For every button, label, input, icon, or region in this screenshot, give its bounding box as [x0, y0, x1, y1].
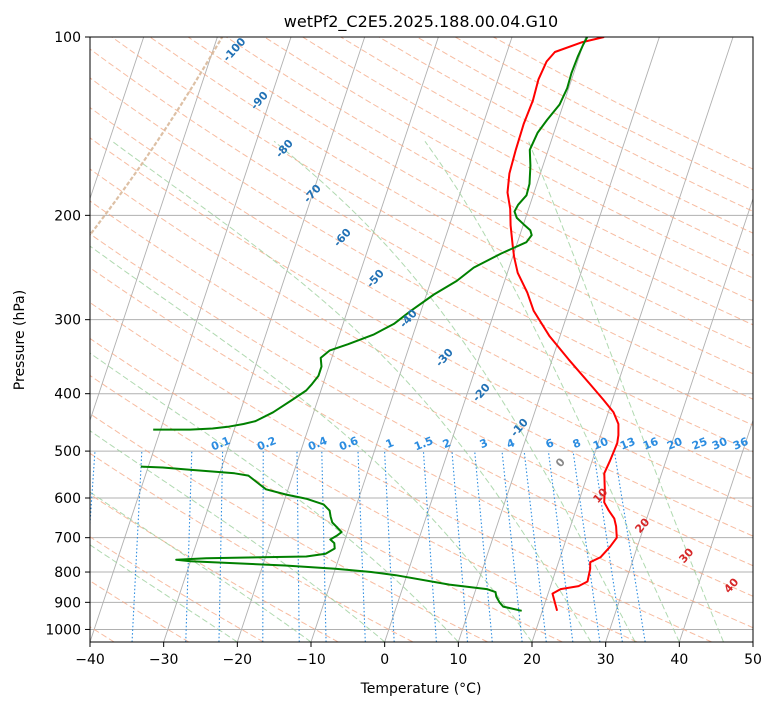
plot-frame: [89, 36, 754, 643]
moist-adiabats: [90, 140, 724, 642]
mixing-ratio-line: [321, 451, 327, 642]
mixing-ratio-line: [422, 451, 437, 642]
dry-adiabat-line: [90, 374, 563, 642]
profile-series-3: [153, 37, 589, 431]
isobar-grid: [90, 37, 753, 630]
dry-adiabat-line: [264, 37, 753, 302]
dry-adiabat-line: [187, 37, 753, 350]
chart-title: wetPf2_C2E5.2025.188.00.04.G10: [284, 12, 558, 32]
mixing-ratio-label: 1: [384, 436, 396, 451]
dry-adiabat-line: [90, 106, 753, 480]
mixing-ratio-label: 8: [571, 436, 583, 451]
isotherm-line: [384, 37, 587, 642]
isotherm-line: [457, 37, 660, 642]
x-tick-label: 50: [744, 652, 762, 668]
mixing-ratio-lines: [90, 451, 646, 642]
isotherm-line: [163, 37, 366, 642]
x-axis-ticks: −40 −30 −20 −10 0 10 20 30 40 50: [75, 642, 762, 668]
mixing-ratio-line: [218, 451, 224, 642]
x-tick-label: −30: [149, 652, 179, 668]
mixing-ratio-line: [357, 451, 366, 642]
mixing-ratio-label: 30: [710, 435, 729, 453]
mixing-ratio-line: [523, 451, 547, 642]
mixing-ratio-label: 13: [618, 435, 637, 453]
y-tick-label: 800: [54, 565, 81, 581]
moist-adiabat-line: [90, 491, 312, 642]
x-tick-label: 20: [523, 652, 541, 668]
y-tick-label: 100: [54, 30, 81, 46]
x-tick-label: 0: [380, 652, 389, 668]
mixing-ratio-label: 36: [731, 435, 750, 453]
moist-adiabat-line: [90, 544, 238, 642]
y-tick-label: 700: [54, 531, 81, 547]
isotherm-line: [531, 37, 734, 642]
mixing-ratio-line: [572, 451, 601, 642]
mixing-ratio-label: 25: [690, 435, 709, 453]
dry-adiabat-line: [90, 200, 753, 567]
mixing-ratio-line: [185, 451, 193, 642]
moist-adiabat-line: [424, 141, 680, 642]
mixing-ratio-line: [593, 451, 623, 642]
y-tick-label: 400: [54, 387, 81, 403]
moist-adiabat-line: [273, 140, 636, 642]
mixing-ratio-label: 2: [441, 436, 453, 451]
mixing-ratio-line: [547, 451, 574, 642]
profile-series-1: [506, 37, 620, 612]
dry-adiabat-line: [90, 413, 488, 642]
isotherm-line: [90, 37, 145, 201]
x-tick-label: −40: [75, 652, 105, 668]
plot-area: -100-90-80-70-60-50-40-30-20-10010203040…: [90, 37, 753, 642]
mixing-ratio-line: [384, 451, 395, 642]
moist-adiabat-line: [90, 352, 459, 642]
dry-adiabat-line: [90, 536, 264, 642]
mixing-ratio-label: 20: [665, 435, 684, 453]
x-axis-label: Temperature (°C): [360, 681, 482, 697]
y-axis-label: Pressure (hPa): [12, 290, 28, 390]
mixing-ratio-label: 3: [478, 436, 490, 451]
y-tick-label: 300: [54, 313, 81, 329]
y-tick-label: 200: [54, 208, 81, 224]
x-tick-label: 30: [597, 652, 615, 668]
moist-adiabat-line: [90, 245, 533, 642]
x-tick-label: 40: [670, 652, 688, 668]
isotherm-line: [90, 37, 292, 642]
y-axis-ticks: 100 200 300 400 500 600 700 800 900 1000: [45, 30, 90, 638]
x-tick-label: −20: [223, 652, 253, 668]
dry-adiabat-line: [90, 168, 753, 537]
y-tick-label: 1000: [45, 622, 81, 638]
isotherm-line: [605, 197, 753, 642]
mixing-ratio-label: 10: [591, 435, 610, 453]
dry-adiabat-line: [90, 301, 712, 642]
profile-series-2: [140, 465, 522, 612]
dry-adiabat-line: [90, 77, 753, 453]
profile-series: [140, 37, 620, 612]
mixing-ratio-line: [131, 451, 143, 642]
mixing-ratio-line: [613, 451, 646, 642]
dry-adiabat-line: [90, 267, 753, 629]
dry-adiabats: [90, 37, 753, 642]
moist-adiabat-line: [528, 141, 724, 642]
y-tick-label: 900: [54, 595, 81, 611]
dry-adiabat-line: [90, 137, 753, 508]
y-tick-label: 600: [54, 491, 81, 507]
x-tick-label: −10: [296, 652, 326, 668]
mixing-ratio-line: [501, 451, 523, 642]
mixing-ratio-line: [451, 451, 469, 642]
mixing-ratio-line: [90, 451, 96, 532]
dry-adiabat-line: [90, 337, 638, 642]
mixing-ratio-label: 16: [641, 435, 660, 453]
moist-adiabat-line: [111, 140, 592, 642]
isotherm-line: [236, 37, 439, 642]
x-tick-label: 10: [449, 652, 467, 668]
isotherm-line: [678, 418, 753, 642]
mixing-ratio-line: [474, 451, 493, 642]
isotherm-line: [90, 37, 218, 422]
y-tick-label: 500: [54, 444, 81, 460]
